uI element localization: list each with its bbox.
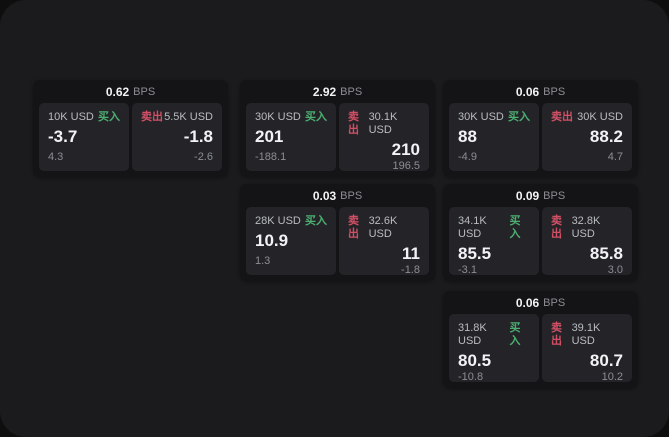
sell-panel[interactable]: 卖出 30.1K USD 210 196.5: [339, 103, 429, 172]
buy-delta: -3.1: [458, 264, 477, 276]
quote-card: 0.62 BPS 10K USD 买入 -3.7 4.3 卖出 5.5K USD…: [33, 80, 228, 177]
buy-panel[interactable]: 10K USD 买入 -3.7 4.3: [39, 103, 129, 171]
buy-price: 10.9: [255, 231, 289, 250]
buy-price: 88: [458, 127, 477, 146]
sell-amount: 30.1K USD: [368, 111, 398, 136]
spread-value: 0.62: [105, 84, 130, 99]
buy-panel[interactable]: 30K USD 买入 201 -188.1: [246, 103, 336, 171]
sell-panel[interactable]: 卖出 32.6K USD 11 -1.8: [339, 207, 429, 276]
sell-panel[interactable]: 卖出 30K USD 88.2 4.7: [542, 103, 632, 171]
sell-amount: 39.1K USD: [571, 322, 601, 347]
sell-panel[interactable]: 卖出 32.8K USD 85.8 3.0: [542, 207, 632, 276]
quote-body: 31.8K USD 买入 80.5 -10.8 卖出 39.1K USD 80.…: [449, 314, 632, 383]
spread-unit: BPS: [133, 85, 156, 98]
buy-amount: 31.8K USD: [458, 322, 487, 347]
buy-delta: -4.9: [458, 151, 477, 163]
quote-body: 34.1K USD 买入 85.5 -3.1 卖出 32.8K USD 85.8…: [449, 207, 632, 276]
sell-price: 85.8: [589, 244, 623, 263]
buy-price: 80.5: [458, 351, 492, 370]
spread-header: 0.06 BPS: [449, 80, 632, 103]
buy-panel[interactable]: 30K USD 买入 88 -4.9: [449, 103, 539, 171]
spread-header: 0.06 BPS: [449, 291, 632, 314]
sell-label: 卖出: [551, 111, 573, 123]
sell-panel[interactable]: 卖出 5.5K USD -1.8 -2.6: [132, 103, 222, 171]
quote-card: 0.06 BPS 31.8K USD 买入 80.5 -10.8 卖出 39.1…: [443, 291, 638, 388]
spread-unit: BPS: [340, 85, 363, 98]
quote-card: 0.09 BPS 34.1K USD 买入 85.5 -3.1 卖出 32.8K…: [443, 184, 638, 281]
sell-amount: 30K USD: [577, 111, 623, 123]
buy-label: 买入: [98, 111, 120, 123]
spread-unit: BPS: [543, 296, 566, 309]
spread-value: 2.92: [312, 84, 337, 99]
spread-header: 0.09 BPS: [449, 184, 632, 207]
sell-amount: 32.6K USD: [368, 215, 398, 240]
sell-label: 卖出: [348, 215, 359, 240]
spread-header: 0.03 BPS: [246, 184, 429, 207]
buy-price: 85.5: [458, 244, 492, 263]
sell-price: 88.2: [589, 127, 623, 146]
buy-amount: 30K USD: [255, 111, 301, 123]
buy-label: 买入: [305, 111, 327, 123]
sell-price: 210: [391, 140, 420, 159]
quote-body: 10K USD 买入 -3.7 4.3 卖出 5.5K USD -1.8 -2.…: [39, 103, 222, 171]
sell-panel[interactable]: 卖出 39.1K USD 80.7 10.2: [542, 314, 632, 383]
buy-delta: -188.1: [255, 151, 287, 163]
buy-delta: 4.3: [48, 151, 64, 163]
buy-amount: 10K USD: [48, 111, 94, 123]
quote-body: 28K USD 买入 10.9 1.3 卖出 32.6K USD 11 -1.8: [246, 207, 429, 276]
buy-amount: 34.1K USD: [458, 215, 487, 240]
buy-delta: 1.3: [255, 255, 271, 267]
sell-label: 卖出: [551, 322, 562, 347]
quote-card: 0.06 BPS 30K USD 买入 88 -4.9 卖出 30K USD 8…: [443, 80, 638, 177]
sell-amount: 5.5K USD: [164, 111, 213, 123]
buy-label: 买入: [305, 215, 327, 227]
sell-label: 卖出: [348, 111, 359, 136]
spread-value: 0.06: [515, 295, 540, 310]
sell-delta: -2.6: [194, 151, 213, 163]
quote-body: 30K USD 买入 201 -188.1 卖出 30.1K USD 210 1…: [246, 103, 429, 172]
spread-value: 0.06: [515, 84, 540, 99]
buy-price: 201: [255, 127, 284, 146]
sell-label: 卖出: [551, 215, 562, 240]
quote-card: 2.92 BPS 30K USD 买入 201 -188.1 卖出 30.1K …: [240, 80, 435, 177]
buy-delta: -10.8: [458, 371, 484, 383]
buy-label: 买入: [508, 111, 530, 123]
sell-price: -1.8: [183, 127, 213, 146]
buy-panel[interactable]: 31.8K USD 买入 80.5 -10.8: [449, 314, 539, 383]
buy-amount: 28K USD: [255, 215, 301, 227]
sell-delta: -1.8: [401, 264, 420, 276]
sell-price: 11: [402, 244, 420, 263]
sell-delta: 10.2: [601, 371, 623, 383]
sell-delta: 196.5: [392, 160, 420, 172]
buy-price: -3.7: [48, 127, 78, 146]
spread-unit: BPS: [543, 189, 566, 202]
quote-card: 0.03 BPS 28K USD 买入 10.9 1.3 卖出 32.6K US…: [240, 184, 435, 281]
buy-label: 买入: [509, 322, 521, 347]
spread-unit: BPS: [340, 189, 363, 202]
spread-header: 0.62 BPS: [39, 80, 222, 103]
spread-header: 2.92 BPS: [246, 80, 429, 103]
buy-panel[interactable]: 34.1K USD 买入 85.5 -3.1: [449, 207, 539, 276]
buy-label: 买入: [509, 215, 521, 240]
sell-price: 80.7: [589, 351, 623, 370]
sell-amount: 32.8K USD: [571, 215, 601, 240]
buy-amount: 30K USD: [458, 111, 504, 123]
sell-label: 卖出: [141, 111, 163, 123]
quote-body: 30K USD 买入 88 -4.9 卖出 30K USD 88.2 4.7: [449, 103, 632, 171]
spread-value: 0.09: [515, 188, 540, 203]
buy-panel[interactable]: 28K USD 买入 10.9 1.3: [246, 207, 336, 275]
spread-unit: BPS: [543, 85, 566, 98]
sell-delta: 3.0: [607, 264, 623, 276]
spread-value: 0.03: [312, 188, 337, 203]
sell-delta: 4.7: [607, 151, 623, 163]
